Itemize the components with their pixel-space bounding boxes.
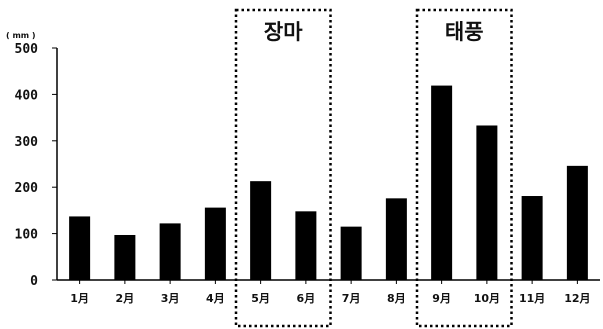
highlight-region-box bbox=[234, 8, 332, 328]
y-tick-label: 0 bbox=[30, 274, 38, 289]
y-tick-label: 200 bbox=[15, 181, 39, 196]
x-tick-label: 3月 bbox=[161, 292, 180, 305]
y-tick-label: 400 bbox=[15, 88, 39, 103]
y-tick-label: 500 bbox=[15, 42, 39, 57]
x-tick-label: 12月 bbox=[564, 292, 590, 305]
highlight-regions: 장마 태풍 bbox=[234, 8, 513, 328]
bar bbox=[521, 196, 543, 280]
bar bbox=[159, 223, 181, 280]
x-tick-label: 6月 bbox=[297, 292, 316, 305]
bar bbox=[204, 207, 226, 280]
y-tick-label: 100 bbox=[15, 228, 39, 243]
bar bbox=[69, 216, 91, 280]
bar bbox=[385, 198, 407, 280]
x-tick-label: 4月 bbox=[206, 292, 225, 305]
x-tick-label: 9月 bbox=[432, 292, 451, 305]
bar bbox=[114, 234, 136, 280]
bar bbox=[340, 226, 362, 280]
y-axis-unit-label: ( mm ) bbox=[6, 31, 36, 40]
axes bbox=[56, 48, 600, 281]
x-tick-label: 8月 bbox=[387, 292, 406, 305]
highlight-region-box bbox=[415, 8, 513, 328]
x-tick-label: 7月 bbox=[342, 292, 361, 305]
x-axis-ticks: 1月 2月 3月 4月 5月 6月 7月 8月 9月 10月 11月 12月 bbox=[70, 280, 591, 305]
x-tick-label: 5月 bbox=[251, 292, 270, 305]
y-tick-label: 300 bbox=[15, 135, 39, 150]
y-axis-ticks: 0 100 200 300 400 500 bbox=[15, 42, 57, 289]
x-tick-label: 2月 bbox=[116, 292, 135, 305]
bar bbox=[250, 181, 272, 280]
bar bbox=[476, 125, 498, 280]
highlight-region-label: 장마 bbox=[264, 20, 303, 44]
bar bbox=[431, 85, 453, 280]
x-tick-label: 10月 bbox=[474, 292, 500, 305]
x-tick-label: 11月 bbox=[519, 292, 545, 305]
x-tick-label: 1月 bbox=[70, 292, 89, 305]
bar bbox=[295, 211, 317, 280]
bars bbox=[69, 85, 588, 280]
bar bbox=[566, 165, 588, 280]
highlight-region-label: 태풍 bbox=[445, 20, 484, 44]
